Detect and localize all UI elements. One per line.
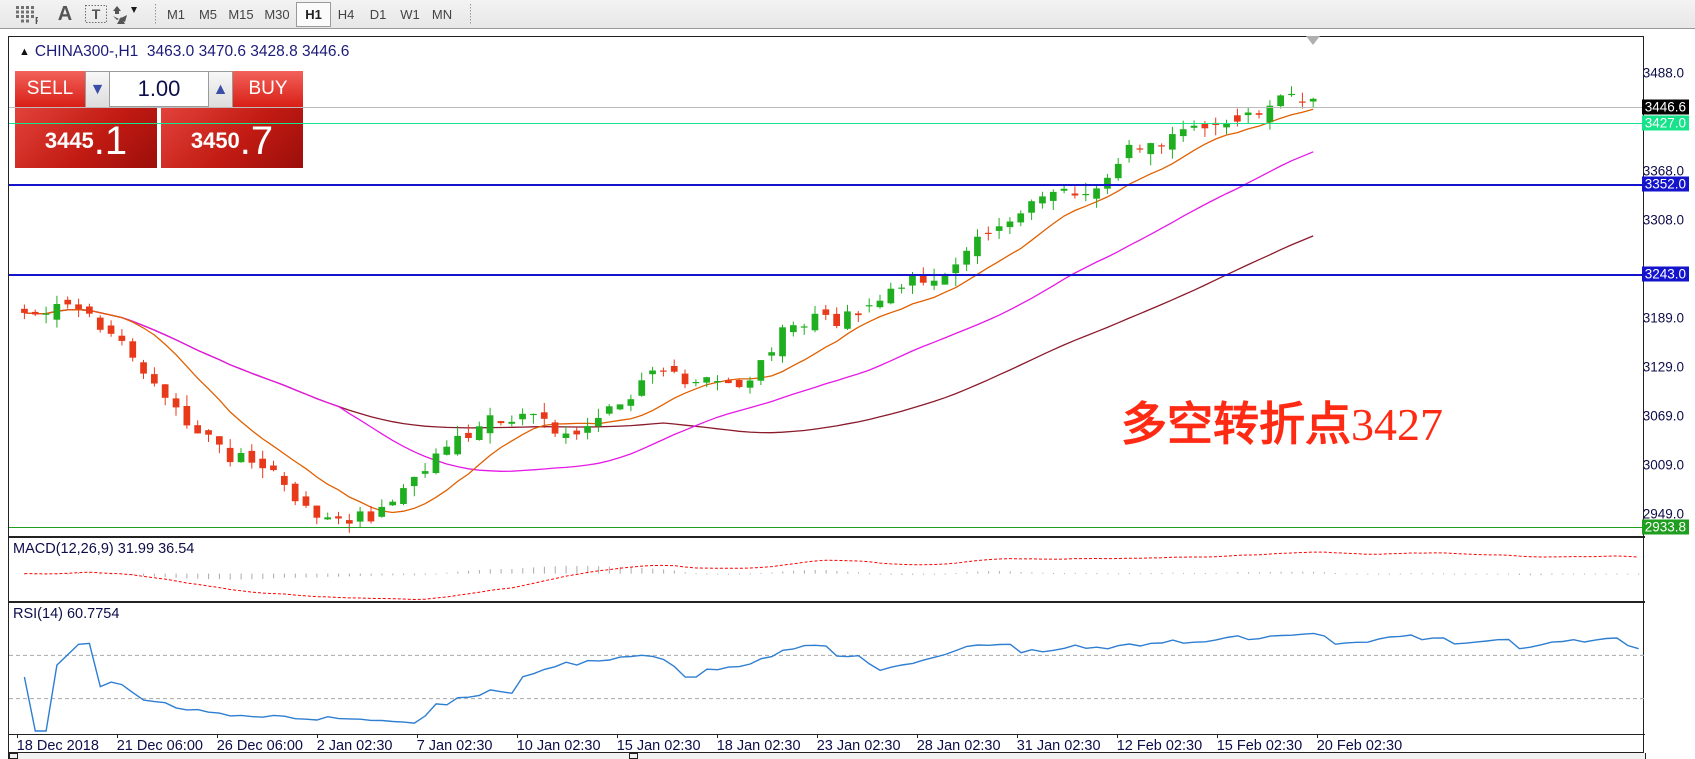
svg-text:F: F [35,16,38,24]
svg-text:T: T [92,6,101,22]
